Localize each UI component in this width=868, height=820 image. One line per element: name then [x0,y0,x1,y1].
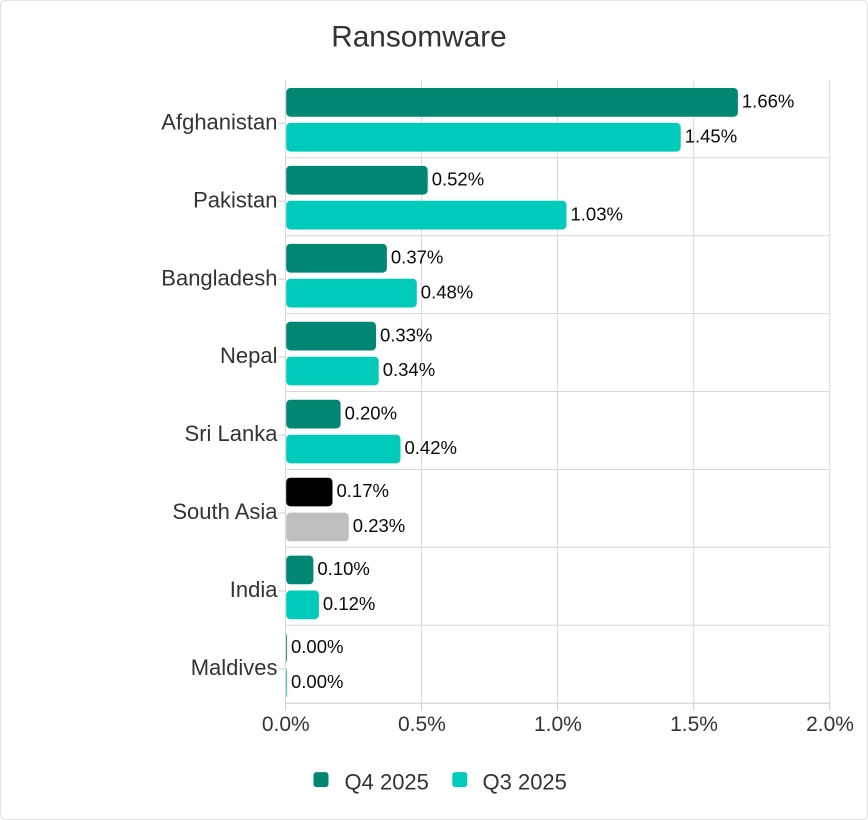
svg-text:0.00%: 0.00% [291,636,343,657]
svg-text:0.52%: 0.52% [432,168,484,189]
svg-text:Q3 2025: Q3 2025 [483,770,567,795]
svg-text:0.48%: 0.48% [421,281,473,302]
svg-text:1.0%: 1.0% [534,713,582,736]
svg-text:Nepal: Nepal [220,343,277,368]
svg-text:0.12%: 0.12% [323,593,375,614]
svg-text:0.42%: 0.42% [405,437,457,458]
svg-text:Ransomware: Ransomware [331,20,507,53]
svg-text:Sri Lanka: Sri Lanka [185,421,279,446]
svg-text:1.66%: 1.66% [742,91,794,112]
svg-text:0.23%: 0.23% [353,515,405,536]
svg-text:Afghanistan: Afghanistan [161,109,277,134]
svg-text:0.17%: 0.17% [337,480,389,501]
svg-text:Pakistan: Pakistan [193,187,277,212]
svg-text:0.00%: 0.00% [291,671,343,692]
svg-text:0.33%: 0.33% [380,324,432,345]
svg-text:Maldives: Maldives [191,655,278,680]
svg-text:0.20%: 0.20% [345,402,397,423]
svg-text:0.10%: 0.10% [317,558,369,579]
svg-text:0.34%: 0.34% [383,359,435,380]
svg-text:1.45%: 1.45% [685,125,737,146]
svg-text:South Asia: South Asia [172,499,278,524]
svg-text:Bangladesh: Bangladesh [161,265,277,290]
svg-text:0.5%: 0.5% [398,713,446,736]
svg-text:1.5%: 1.5% [670,713,718,736]
svg-text:0.37%: 0.37% [391,246,443,267]
svg-text:India: India [230,577,278,602]
svg-text:1.03%: 1.03% [571,203,623,224]
svg-text:Q4 2025: Q4 2025 [345,770,429,795]
svg-text:0.0%: 0.0% [262,713,310,736]
svg-text:2.0%: 2.0% [806,713,854,736]
